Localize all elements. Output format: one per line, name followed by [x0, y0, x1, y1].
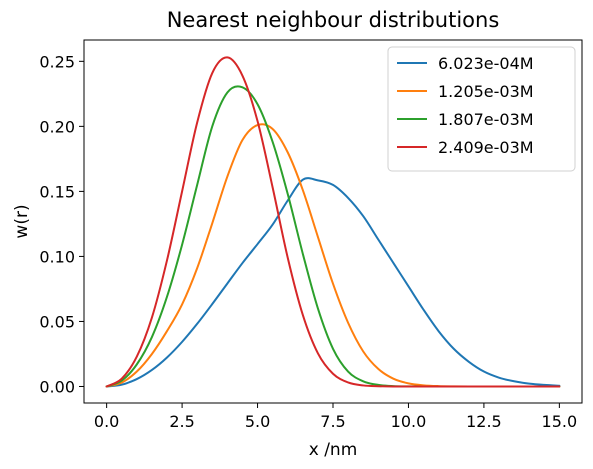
x-tick-label: 5.0 [245, 412, 270, 431]
x-tick-label: 7.5 [320, 412, 345, 431]
x-axis-ticks: 0.0 2.5 5.0 7.5 10.0 12.5 15.0 [94, 403, 577, 431]
y-axis-label: w(r) [12, 204, 32, 238]
legend: 6.023e-04M 1.205e-03M 1.807e-03M 2.409e-03M [387, 46, 576, 172]
legend-entry: 1.205e-03M [438, 82, 534, 101]
y-tick-label: 0.20 [39, 117, 75, 136]
series-lines [105, 56, 561, 388]
series-line-1 [105, 177, 561, 388]
legend-entry: 2.409e-03M [438, 138, 534, 157]
y-tick-label: 0.10 [39, 247, 75, 266]
y-tick-label: 0.05 [39, 312, 75, 331]
legend-entry: 6.023e-04M [438, 54, 534, 73]
series-line-4 [105, 56, 561, 388]
y-axis-ticks: 0.00 0.05 0.10 0.15 0.20 0.25 [39, 52, 84, 396]
x-tick-label: 10.0 [391, 412, 427, 431]
y-tick-label: 0.00 [39, 377, 75, 396]
chart-title: Nearest neighbour distributions [167, 8, 500, 32]
x-tick-label: 15.0 [542, 412, 578, 431]
x-tick-label: 12.5 [466, 412, 502, 431]
x-axis-label: x /nm [309, 440, 358, 460]
y-tick-label: 0.25 [39, 52, 75, 71]
y-tick-label: 0.15 [39, 182, 75, 201]
x-tick-label: 2.5 [169, 412, 194, 431]
legend-entry: 1.807e-03M [438, 110, 534, 129]
x-tick-label: 0.0 [94, 412, 119, 431]
legend-box [387, 46, 576, 172]
